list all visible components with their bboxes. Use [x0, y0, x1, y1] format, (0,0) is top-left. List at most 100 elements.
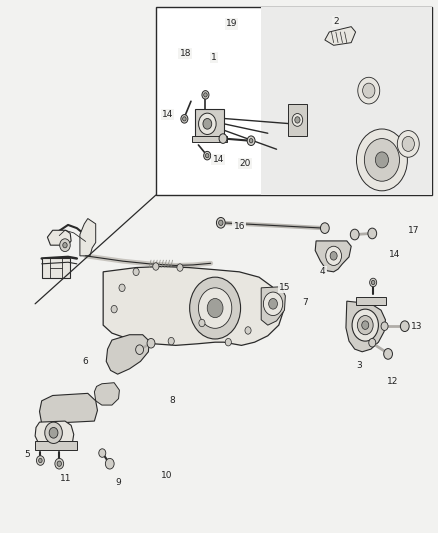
Text: 14: 14 — [389, 251, 400, 259]
Circle shape — [374, 152, 388, 168]
Polygon shape — [94, 383, 119, 405]
Polygon shape — [195, 109, 223, 137]
Text: 9: 9 — [115, 478, 121, 487]
Bar — [260, 7, 431, 195]
Text: 7: 7 — [301, 298, 307, 307]
Text: 2: 2 — [332, 17, 338, 26]
Circle shape — [182, 117, 186, 121]
Circle shape — [383, 349, 392, 359]
Circle shape — [249, 139, 252, 143]
Circle shape — [201, 91, 208, 99]
Circle shape — [39, 458, 42, 463]
Circle shape — [105, 458, 114, 469]
Circle shape — [367, 228, 376, 239]
Circle shape — [294, 117, 300, 123]
Bar — [35, 441, 77, 450]
Text: 10: 10 — [161, 471, 172, 480]
Circle shape — [356, 129, 406, 191]
Circle shape — [244, 327, 251, 334]
Circle shape — [45, 422, 62, 443]
Polygon shape — [191, 136, 227, 142]
Circle shape — [218, 220, 223, 225]
Circle shape — [351, 309, 378, 341]
Circle shape — [63, 243, 67, 248]
Circle shape — [203, 151, 210, 160]
Circle shape — [320, 223, 328, 233]
Text: 11: 11 — [60, 474, 71, 483]
Bar — [155, 7, 431, 195]
Polygon shape — [106, 335, 149, 374]
Text: 4: 4 — [319, 268, 325, 276]
Circle shape — [329, 252, 336, 260]
Text: 19: 19 — [225, 20, 237, 28]
Polygon shape — [39, 393, 97, 424]
Circle shape — [357, 316, 372, 335]
Circle shape — [152, 263, 159, 270]
Text: 14: 14 — [212, 156, 223, 164]
Circle shape — [380, 322, 387, 330]
Polygon shape — [103, 266, 283, 345]
Text: 15: 15 — [278, 284, 290, 292]
Text: 5: 5 — [24, 450, 30, 458]
Circle shape — [180, 115, 187, 123]
Circle shape — [401, 136, 413, 151]
Circle shape — [205, 154, 208, 158]
Circle shape — [371, 280, 374, 285]
Circle shape — [119, 284, 125, 292]
Polygon shape — [261, 287, 285, 325]
Polygon shape — [324, 27, 355, 45]
Circle shape — [325, 246, 341, 265]
Circle shape — [268, 298, 277, 309]
Circle shape — [362, 83, 374, 98]
Circle shape — [207, 298, 223, 318]
Text: 8: 8 — [169, 397, 175, 405]
Circle shape — [198, 288, 231, 328]
Circle shape — [396, 131, 418, 157]
Polygon shape — [47, 230, 71, 245]
Circle shape — [364, 139, 399, 181]
Text: 3: 3 — [355, 361, 361, 369]
Circle shape — [99, 449, 106, 457]
Circle shape — [168, 337, 174, 345]
Polygon shape — [314, 241, 350, 272]
Circle shape — [49, 427, 58, 438]
Circle shape — [147, 338, 155, 348]
Polygon shape — [80, 219, 95, 256]
Circle shape — [111, 305, 117, 313]
Text: 1: 1 — [211, 53, 217, 62]
Circle shape — [203, 93, 207, 97]
Circle shape — [133, 268, 139, 276]
Bar — [355, 297, 385, 305]
Circle shape — [198, 319, 205, 327]
Circle shape — [57, 461, 61, 466]
Polygon shape — [287, 104, 307, 136]
Polygon shape — [35, 421, 74, 443]
Text: 17: 17 — [407, 227, 418, 235]
Circle shape — [177, 264, 183, 271]
Bar — [42, 258, 70, 278]
Circle shape — [135, 345, 143, 354]
Circle shape — [219, 134, 226, 143]
Circle shape — [60, 239, 70, 252]
Text: 13: 13 — [410, 322, 422, 330]
Text: 12: 12 — [386, 377, 398, 385]
Circle shape — [368, 338, 375, 347]
Circle shape — [202, 118, 211, 129]
Circle shape — [55, 458, 64, 469]
Circle shape — [263, 292, 282, 316]
Circle shape — [350, 229, 358, 240]
Text: 16: 16 — [233, 222, 244, 231]
Circle shape — [198, 113, 215, 134]
Circle shape — [292, 114, 302, 126]
Text: 20: 20 — [239, 159, 250, 168]
Circle shape — [189, 277, 240, 339]
Circle shape — [247, 136, 254, 146]
Text: 14: 14 — [162, 110, 173, 119]
Circle shape — [225, 338, 231, 346]
Circle shape — [357, 77, 379, 104]
Text: 18: 18 — [179, 49, 191, 58]
Circle shape — [399, 321, 408, 332]
Circle shape — [361, 321, 368, 329]
Circle shape — [36, 456, 44, 465]
Circle shape — [369, 278, 376, 287]
